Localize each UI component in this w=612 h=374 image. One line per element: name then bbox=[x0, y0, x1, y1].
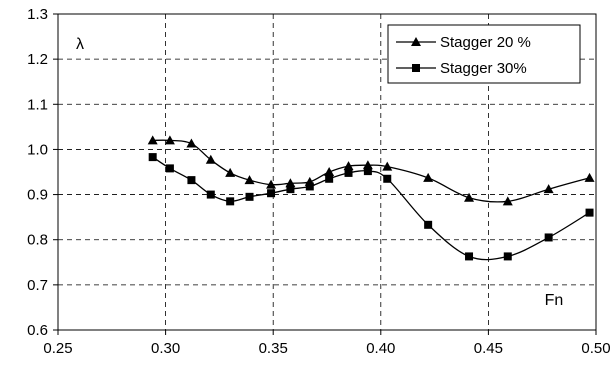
square-marker bbox=[363, 167, 372, 176]
square-marker bbox=[206, 190, 215, 199]
x-tick-label: 0.25 bbox=[43, 340, 72, 357]
triangle-marker bbox=[362, 160, 373, 170]
legend-box bbox=[387, 24, 581, 84]
triangle-marker bbox=[225, 167, 236, 177]
triangle-marker bbox=[285, 178, 296, 188]
square-marker bbox=[465, 252, 474, 261]
square-marker bbox=[245, 192, 254, 201]
square-marker bbox=[187, 176, 196, 185]
triangle-marker bbox=[266, 179, 277, 189]
square-marker bbox=[305, 182, 314, 191]
legend-label-stagger-30: Stagger 30% bbox=[440, 60, 527, 77]
x-tick-label: 0.45 bbox=[474, 340, 503, 357]
x-axis-label: Fn bbox=[545, 292, 564, 309]
y-axis-ticks: 0.6 0.7 0.8 0.9 1.0 1.1 1.2 1.3 bbox=[27, 6, 58, 339]
legend-label-stagger-20: Stagger 20 % bbox=[440, 34, 531, 51]
x-tick-label: 0.50 bbox=[581, 340, 610, 357]
triangle-marker bbox=[164, 135, 175, 145]
y-tick-label: 0.7 bbox=[27, 277, 48, 294]
square-marker bbox=[585, 208, 594, 217]
y-tick-label: 0.6 bbox=[27, 322, 48, 339]
legend-triangle-marker bbox=[411, 37, 421, 46]
square-marker bbox=[344, 168, 353, 177]
triangle-marker bbox=[147, 135, 158, 145]
legend: Stagger 20 % Stagger 30% bbox=[387, 24, 581, 84]
triangle-marker bbox=[423, 172, 434, 182]
y-tick-label: 1.2 bbox=[27, 51, 48, 68]
triangle-marker bbox=[584, 172, 595, 182]
triangle-marker bbox=[502, 196, 513, 206]
y-tick-label: 1.0 bbox=[27, 141, 48, 158]
square-marker bbox=[325, 174, 334, 183]
x-tick-label: 0.30 bbox=[151, 340, 180, 357]
triangle-marker bbox=[343, 161, 354, 171]
x-tick-label: 0.40 bbox=[366, 340, 395, 357]
square-marker bbox=[544, 233, 553, 242]
square-marker bbox=[165, 164, 174, 173]
y-axis-label: λ bbox=[76, 36, 84, 53]
x-axis-ticks: 0.25 0.30 0.35 0.40 0.45 0.50 bbox=[43, 330, 611, 357]
triangle-marker bbox=[244, 175, 255, 185]
square-marker bbox=[424, 220, 433, 229]
triangle-marker bbox=[186, 138, 197, 148]
square-marker bbox=[267, 189, 276, 198]
triangle-marker bbox=[382, 161, 393, 171]
square-marker bbox=[286, 185, 295, 194]
square-marker bbox=[383, 174, 392, 183]
square-marker bbox=[503, 252, 512, 261]
square-marker bbox=[226, 197, 235, 206]
y-tick-label: 0.8 bbox=[27, 232, 48, 249]
x-tick-label: 0.35 bbox=[259, 340, 288, 357]
triangle-marker bbox=[205, 154, 216, 164]
legend-square-marker bbox=[412, 64, 420, 72]
triangle-marker bbox=[543, 184, 554, 194]
triangle-marker bbox=[324, 167, 335, 176]
y-tick-label: 0.9 bbox=[27, 187, 48, 204]
square-marker bbox=[148, 153, 157, 162]
y-tick-label: 1.1 bbox=[27, 96, 48, 113]
gridlines bbox=[58, 14, 596, 330]
series-group bbox=[147, 135, 595, 261]
y-tick-label: 1.3 bbox=[27, 6, 48, 23]
triangle-marker bbox=[464, 192, 475, 202]
